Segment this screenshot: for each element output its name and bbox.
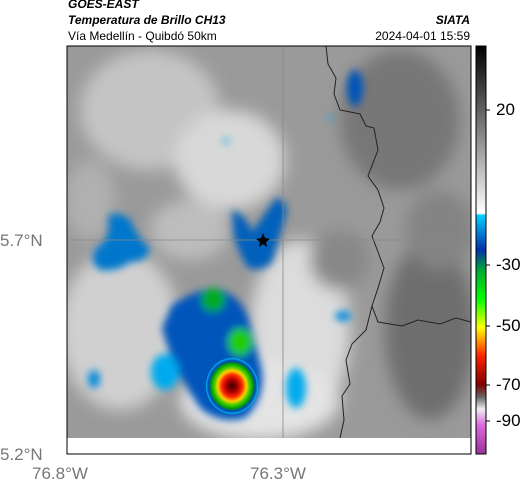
storm-core (206, 358, 258, 414)
lon-tick-label: 76.3°W (250, 464, 306, 483)
lat-tick-label: 5.7°N (0, 231, 43, 250)
source-label: SIATA (435, 13, 470, 27)
satellite-name: GOES-EAST (68, 0, 139, 11)
product-title: Temperatura de Brillo CH13 (68, 13, 226, 27)
colorbar-tick-label: -90 (496, 411, 521, 430)
region-label: Vía Medellín - Quibdó 50km (68, 29, 217, 43)
coastline (325, 46, 471, 327)
lat-tick-label: 5.2°N (0, 445, 43, 464)
colorbar-tick-label: -70 (496, 375, 521, 394)
timestamp-label: 2024-04-01 15:59 (375, 29, 470, 43)
colorbar (476, 46, 486, 454)
location-star-icon (256, 233, 270, 247)
lon-tick-label: 76.8°W (32, 464, 88, 483)
border-line (339, 305, 373, 438)
map-frame (66, 45, 472, 455)
colorbar-tick-label: -50 (496, 316, 521, 335)
colorbar-tick-label: -30 (496, 255, 521, 274)
colorbar-tick-label: 20 (496, 100, 515, 119)
